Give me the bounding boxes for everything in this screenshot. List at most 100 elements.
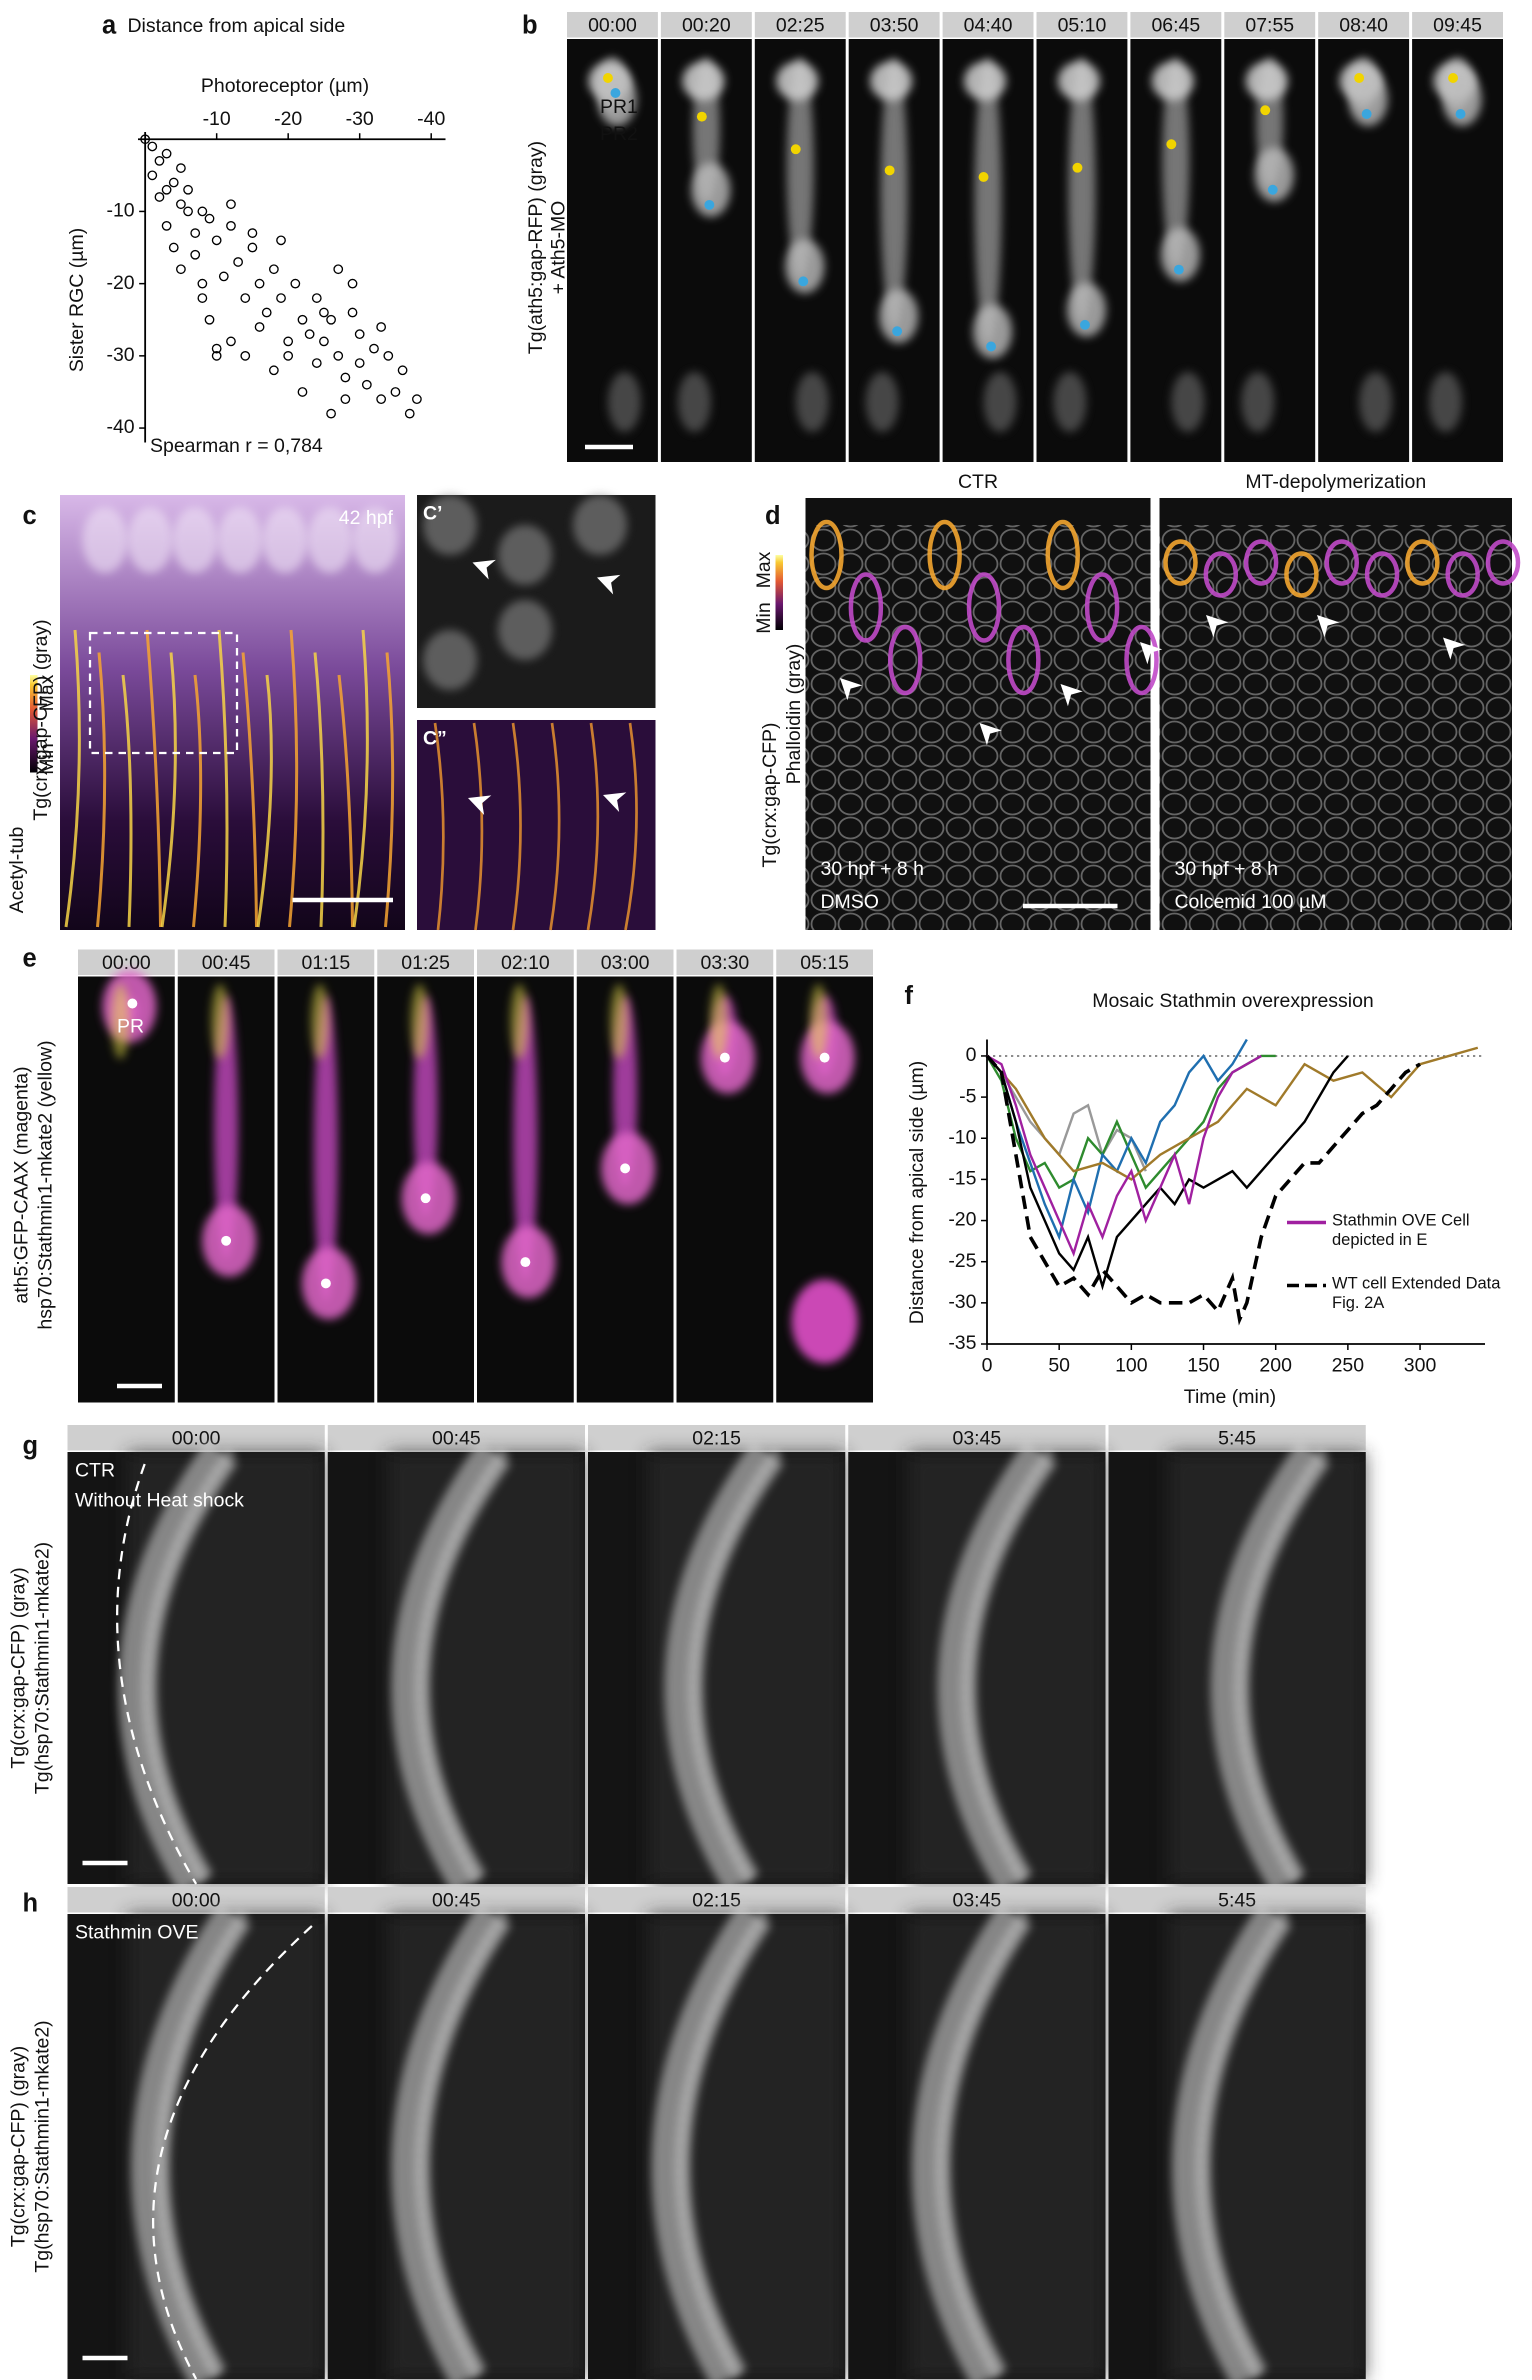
point	[254, 322, 265, 332]
photoreceptor-layer	[118, 1440, 238, 1894]
timestamp: 09:45	[1433, 14, 1482, 36]
cell	[1151, 61, 1194, 101]
cell	[610, 983, 629, 1059]
side-label: Distance from apical side (µm)	[906, 1061, 928, 1325]
axon	[64, 629, 81, 928]
timestamp: 00:00	[588, 14, 637, 36]
point	[226, 220, 236, 231]
timestamp: 06:45	[1151, 14, 1200, 36]
point	[276, 293, 286, 303]
labeled-cell	[848, 572, 884, 643]
point	[240, 293, 251, 303]
point	[354, 329, 365, 340]
legend-entry: WT cell Extended Data Fig. 2A	[1332, 1275, 1500, 1312]
pr2-dot	[704, 199, 715, 210]
time-bar	[576, 949, 674, 975]
x-tick-label: -10	[203, 108, 231, 130]
axon	[337, 674, 355, 928]
labeled-cell	[1445, 551, 1480, 598]
x-tick-label: 300	[1404, 1355, 1437, 1377]
photoreceptor-layer	[1195, 1911, 1290, 2380]
cell-outlines	[805, 524, 1151, 930]
side-label: Max	[753, 551, 775, 588]
point	[183, 184, 193, 195]
x-tick-label: 200	[1259, 1355, 1292, 1377]
y-tick-label: -5	[959, 1085, 976, 1107]
point	[311, 293, 322, 303]
point	[283, 350, 294, 361]
point	[269, 264, 279, 275]
time-bar	[1108, 1886, 1366, 1913]
point	[319, 307, 329, 318]
pr1-dot	[1166, 139, 1177, 150]
point	[154, 192, 165, 202]
image-frame	[417, 719, 656, 930]
cell	[498, 524, 553, 585]
axon	[313, 652, 325, 928]
side-label: Max	[36, 674, 58, 711]
pr1-dot	[603, 73, 613, 83]
apical-outline	[152, 1925, 313, 2380]
inset-label: C’	[423, 503, 443, 525]
point	[190, 249, 201, 260]
pr2-dot	[1455, 109, 1466, 119]
timestamp: 02:15	[692, 1427, 741, 1449]
point	[326, 314, 336, 325]
x-tick-label: 150	[1187, 1355, 1220, 1377]
labeled-cell	[1324, 539, 1360, 586]
cell	[127, 506, 173, 573]
labeled-cell	[1006, 624, 1041, 696]
panel-label: a	[102, 12, 117, 40]
x-axis-label: Photoreceptor (µm)	[201, 75, 369, 97]
axon	[624, 722, 638, 931]
pr1-dot	[1072, 162, 1083, 173]
photoreceptor-layer	[960, 1448, 1055, 1887]
photoreceptor-layer	[391, 1440, 511, 1894]
timestamp: 05:10	[1058, 14, 1107, 36]
time-bar	[676, 949, 774, 975]
time-bar	[177, 949, 275, 975]
axon	[241, 652, 259, 928]
series-line	[986, 1055, 1349, 1291]
x-tick-label: -30	[346, 108, 374, 130]
cell	[865, 371, 899, 432]
time-bar	[588, 1886, 846, 1913]
point	[347, 278, 358, 289]
photoreceptor-layer	[674, 1911, 769, 2380]
inset-label: C”	[423, 728, 447, 750]
labeled-cell	[1243, 539, 1279, 586]
time-bar	[327, 1886, 586, 1913]
cell	[709, 983, 728, 1059]
photoreceptor-layer	[131, 1903, 251, 2380]
pr-dot	[520, 1257, 531, 1268]
point	[347, 307, 358, 318]
photoreceptor-layer	[414, 1911, 509, 2380]
cell	[791, 1279, 858, 1364]
pr-dot	[320, 1278, 331, 1289]
legend-entry: Stathmin OVE Cell depicted in E	[1332, 1212, 1470, 1249]
point	[333, 264, 344, 275]
photoreceptor-layer	[1233, 1448, 1328, 1887]
axon	[160, 652, 177, 928]
side-label: Sister RGC (µm)	[66, 228, 88, 372]
time-bar	[1412, 11, 1504, 38]
photoreceptor-layer	[911, 1903, 1032, 2380]
photoreceptor-layer	[154, 1911, 249, 2380]
cell	[423, 494, 478, 555]
pr-dot	[127, 998, 138, 1009]
arrowhead	[603, 792, 627, 813]
point	[319, 336, 329, 347]
time-bar	[477, 949, 574, 975]
panel-label: e	[23, 945, 37, 973]
point	[254, 278, 265, 289]
labeled-cell	[1163, 539, 1198, 586]
time-bar	[1224, 11, 1316, 38]
time-bar	[754, 11, 846, 38]
time-bar	[1108, 1424, 1366, 1451]
x-tick-label: 50	[1048, 1355, 1070, 1377]
point	[397, 365, 408, 376]
photoreceptor-layer	[651, 1903, 772, 2380]
labeled-cell	[888, 624, 923, 696]
pr-dot	[719, 1052, 730, 1063]
chart-title: Distance from apical side	[128, 15, 346, 37]
